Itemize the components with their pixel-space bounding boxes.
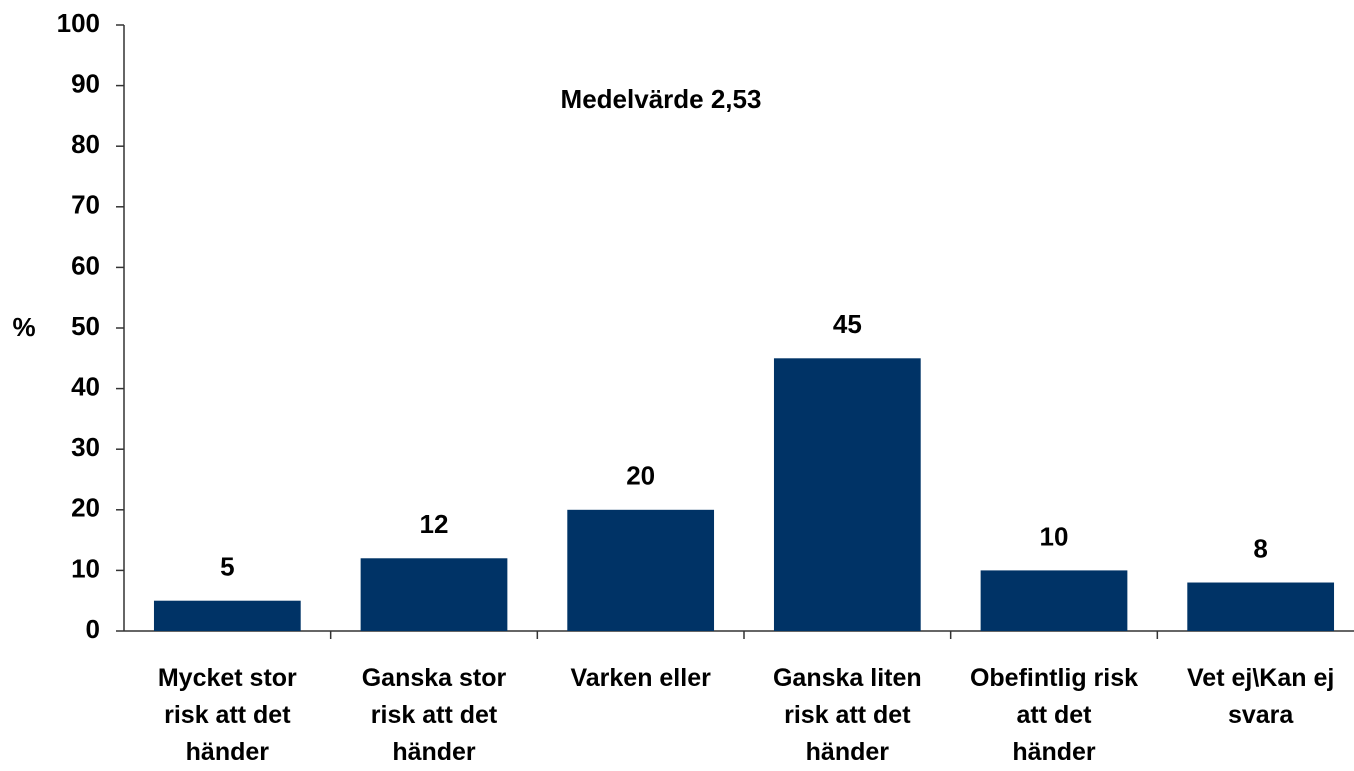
data-label: 12 [420,509,449,539]
y-tick-label: 40 [71,371,100,401]
data-label: 10 [1040,521,1069,551]
data-label: 8 [1253,533,1267,563]
annotation: Medelvärde 2,53 [561,84,762,114]
y-tick-label: 20 [71,493,100,523]
bar [153,600,301,631]
bar [773,358,921,631]
x-tick-label: Vet ej\Kan ej svara [1187,664,1335,729]
y-tick-label: 90 [71,68,100,98]
y-tick-label: 60 [71,250,100,280]
y-tick-label: 100 [57,8,100,38]
y-tick-label: 80 [71,129,100,159]
data-label: 5 [220,552,234,582]
x-tick-label: Varken eller [570,664,711,692]
bar [567,509,715,631]
x-tick-label: Obefintlig risk att det händer [969,664,1139,766]
y-tick-label: 70 [71,190,100,220]
y-tick-label: 0 [86,614,100,644]
bar [1187,582,1335,631]
x-tick-label: Ganska liten risk att det händer [772,664,922,766]
bar [360,558,508,631]
y-axis-label: % [12,312,35,342]
x-tick-label: Ganska stor risk att det händer [361,664,507,766]
bar [980,570,1128,631]
data-label: 20 [626,461,655,491]
y-tick-label: 10 [71,553,100,583]
y-tick-label: 50 [71,311,100,341]
x-tick-label: Mycket stor risk att det händer [157,664,297,766]
y-tick-label: 30 [71,432,100,462]
data-label: 45 [833,309,862,339]
